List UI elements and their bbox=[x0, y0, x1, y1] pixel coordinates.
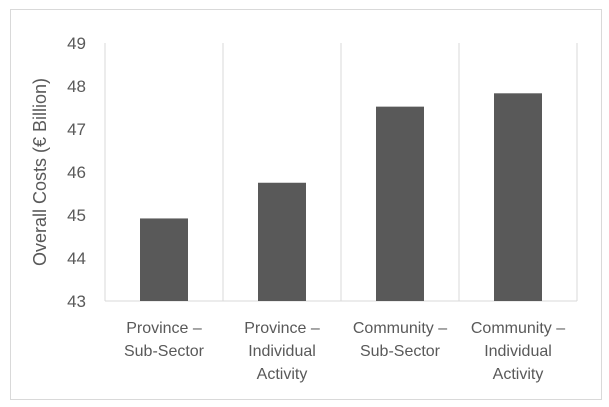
bar bbox=[376, 106, 424, 301]
x-category-label: Community – Sub-Sector bbox=[353, 320, 447, 360]
bars bbox=[140, 93, 542, 301]
bar bbox=[258, 182, 306, 301]
x-category-label: Province – Sub-Sector bbox=[124, 320, 205, 360]
x-category-label: Community – Individual Activity bbox=[471, 320, 565, 383]
y-tick-label: 47 bbox=[67, 120, 86, 139]
x-category-labels: Province – Sub-Sector Province – Individual… bbox=[124, 320, 565, 383]
y-tick-label: 45 bbox=[67, 206, 86, 225]
y-tick-labels: 43 44 45 46 47 48 49 bbox=[67, 34, 86, 311]
y-axis-label: Overall Costs (€ Billion) bbox=[30, 78, 50, 266]
y-tick-label: 43 bbox=[67, 292, 86, 311]
y-tick-label: 48 bbox=[67, 77, 86, 96]
y-tick-label: 49 bbox=[67, 34, 86, 53]
y-tick-label: 44 bbox=[67, 249, 86, 268]
x-category-label: Province – Individual Activity bbox=[244, 320, 320, 383]
y-tick-label: 46 bbox=[67, 163, 86, 182]
bar bbox=[140, 218, 188, 301]
bar bbox=[494, 93, 542, 301]
